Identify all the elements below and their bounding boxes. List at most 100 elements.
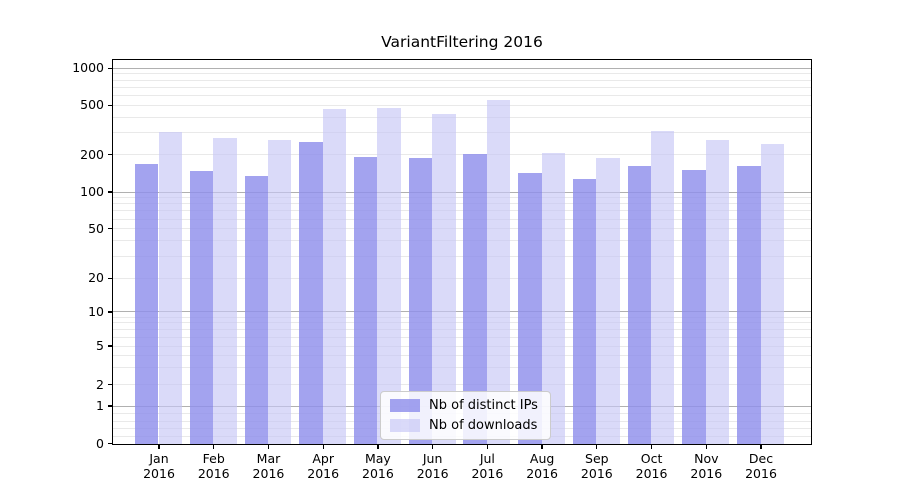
x-tick-label-feb: Feb 2016 — [186, 451, 242, 482]
x-tick-label-mar: Mar 2016 — [240, 451, 296, 482]
gridline-100 — [113, 191, 811, 193]
x-tick-mark-aug — [541, 444, 543, 449]
gridline-5 — [113, 345, 811, 347]
gridline-400 — [113, 116, 811, 118]
x-tick-mark-sep — [596, 444, 598, 449]
x-tick-label-aug: Aug 2016 — [514, 451, 570, 482]
legend: Nb of distinct IPs Nb of downloads — [380, 391, 551, 440]
gridline-50 — [113, 228, 811, 230]
bar-jan-distinct-ips — [135, 163, 159, 444]
x-tick-mark-apr — [322, 444, 324, 449]
gridline-8 — [113, 322, 811, 324]
bar-jul-distinct-ips — [463, 153, 487, 444]
y-tick-mark-10 — [108, 311, 113, 313]
gridline-6 — [113, 336, 811, 338]
x-tick-label-sep: Sep 2016 — [569, 451, 625, 482]
gridline-900 — [113, 73, 811, 75]
x-tick-mark-mar — [267, 444, 270, 449]
y-tick-label-5: 5 — [96, 338, 104, 354]
x-tick-mark-jul — [486, 444, 489, 449]
x-tick-year: 2016 — [745, 466, 777, 481]
gridline-3 — [113, 367, 811, 369]
y-tick-mark-1000 — [108, 67, 113, 69]
bar-dec-downloads — [760, 144, 784, 444]
x-tick-month: Oct — [640, 450, 663, 466]
x-tick-label-jul: Jul 2016 — [459, 451, 515, 482]
y-tick-label-0: 0 — [96, 435, 104, 451]
x-tick-mark-dec — [760, 444, 762, 449]
bar-dec-distinct-ips — [737, 165, 761, 444]
y-tick-mark-20 — [108, 277, 113, 279]
chart-title: VariantFiltering 2016 — [381, 33, 543, 51]
x-tick-label-oct: Oct 2016 — [624, 451, 680, 482]
bar-sep-downloads — [596, 158, 620, 444]
bar-apr-distinct-ips — [299, 142, 323, 444]
y-tick-mark-2 — [108, 383, 113, 386]
x-tick-label-dec: Dec 2016 — [733, 451, 789, 482]
x-tick-year: 2016 — [362, 466, 394, 481]
x-tick-label-apr: Apr 2016 — [295, 451, 351, 482]
x-tick-month: May — [364, 450, 391, 466]
plot-area: Nb of distinct IPs Nb of downloads — [112, 59, 812, 445]
legend-label-downloads: Nb of downloads — [429, 418, 538, 433]
x-tick-year: 2016 — [580, 466, 613, 481]
y-tick-mark-200 — [108, 154, 113, 156]
x-tick-year: 2016 — [471, 466, 504, 481]
y-tick-mark-5 — [108, 345, 113, 347]
bar-oct-downloads — [651, 131, 675, 444]
x-tick-label-jan: Jan 2016 — [131, 451, 187, 482]
gridline-600 — [113, 95, 811, 97]
gridline-800 — [113, 79, 811, 81]
legend-swatch-downloads — [390, 419, 420, 432]
bar-may-distinct-ips — [354, 157, 378, 444]
x-tick-month: Jul — [479, 450, 495, 466]
y-tick-label-100: 100 — [80, 184, 104, 200]
gridline-60 — [113, 218, 811, 220]
x-tick-label-nov: Nov 2016 — [678, 451, 734, 482]
y-tick-mark-0 — [108, 442, 113, 445]
bar-jul-downloads — [486, 100, 511, 444]
x-tick-month: Sep — [585, 450, 609, 466]
x-tick-month: Aug — [529, 450, 555, 466]
gridline-300 — [113, 132, 811, 134]
bar-jan-downloads — [158, 131, 182, 444]
bar-aug-downloads — [541, 152, 565, 444]
gridline-2 — [113, 384, 811, 386]
gridline-200 — [113, 154, 811, 156]
gridline-40 — [113, 240, 811, 242]
x-tick-mark-oct — [650, 444, 653, 449]
legend-label-distinct-ips: Nb of distinct IPs — [429, 398, 538, 413]
x-tick-mark-nov — [705, 444, 707, 449]
x-tick-year: 2016 — [526, 466, 559, 481]
bar-apr-downloads — [322, 108, 347, 444]
y-tick-label-2: 2 — [96, 376, 104, 392]
bar-mar-distinct-ips — [244, 176, 268, 444]
bar-feb-distinct-ips — [189, 171, 214, 444]
y-tick-label-1: 1 — [96, 398, 104, 414]
gridline-10 — [113, 311, 811, 313]
x-tick-year: 2016 — [635, 466, 668, 481]
x-tick-month: Apr — [312, 450, 334, 466]
legend-item-distinct-ips: Nb of distinct IPs — [390, 398, 538, 413]
x-tick-month: Feb — [202, 450, 225, 466]
bar-nov-downloads — [705, 139, 730, 444]
x-tick-month: Nov — [694, 450, 719, 466]
bar-jun-distinct-ips — [408, 157, 433, 444]
x-tick-year: 2016 — [143, 466, 175, 481]
gridline-4 — [113, 355, 811, 356]
y-tick-label-1000: 1000 — [72, 60, 104, 76]
x-tick-month: Jun — [422, 450, 443, 466]
y-tick-label-50: 50 — [88, 220, 104, 236]
y-tick-label-200: 200 — [80, 146, 104, 162]
gridline-70 — [113, 210, 811, 212]
gridline-7 — [113, 329, 811, 330]
bar-feb-downloads — [213, 137, 237, 444]
bar-oct-distinct-ips — [627, 165, 652, 444]
bar-may-downloads — [377, 107, 401, 444]
x-tick-month: Dec — [748, 450, 774, 466]
bar-aug-distinct-ips — [518, 172, 542, 444]
bar-mar-downloads — [267, 139, 292, 444]
x-tick-mark-jun — [432, 444, 434, 449]
legend-item-downloads: Nb of downloads — [390, 418, 538, 433]
